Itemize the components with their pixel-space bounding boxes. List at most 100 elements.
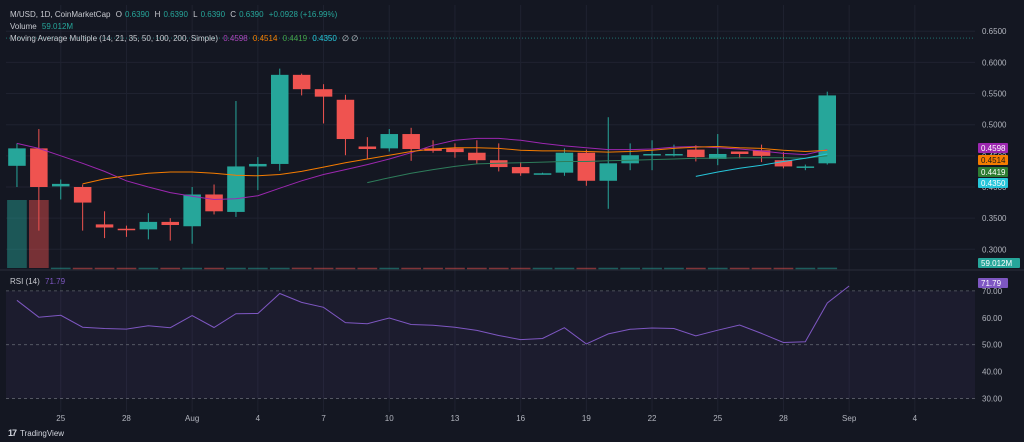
tradingview-logo[interactable]: 17 TradingView (8, 428, 64, 438)
rsi-label: RSI (14) (10, 277, 40, 286)
price-legend: M/USD, 1D, CoinMarketCap O 0.6390 H 0.6390… (10, 10, 338, 19)
candle-body (358, 146, 377, 149)
candle-body (249, 163, 267, 167)
brand-label: TradingView (20, 428, 65, 438)
volume-value-badge-text: 59.012M (981, 259, 1012, 268)
price-tick-label: 0.5500 (982, 90, 1007, 99)
volume-bar (466, 267, 487, 270)
candle-body (577, 152, 596, 181)
volume-bar (576, 267, 597, 270)
ma-line (16, 137, 828, 201)
ma-tail: ∅ ∅ (342, 34, 359, 43)
ma-value-badge-text: 0.4419 (981, 168, 1006, 177)
candle-body (314, 89, 333, 97)
volume-bar (642, 267, 662, 270)
candle-body (708, 153, 727, 159)
volume-bar (532, 267, 553, 270)
close-value: 0.6390 (239, 10, 264, 19)
volume-bar (598, 267, 619, 270)
rsi-value-badge-text: 71.79 (981, 279, 1002, 288)
candle-body (117, 228, 136, 231)
ma-line (367, 155, 828, 184)
volume-bar (269, 267, 290, 270)
volume-bar (28, 200, 49, 268)
volume-bar (226, 267, 246, 270)
ma14-value: 0.4598 (223, 34, 248, 43)
volume-bar (817, 267, 838, 270)
candle-body (533, 173, 552, 175)
volume-bar (773, 267, 794, 270)
candle-body (227, 166, 245, 212)
ma-value-badge (978, 155, 1008, 165)
volume-bar (620, 267, 641, 270)
candle-body (402, 134, 420, 149)
time-tick-label: Aug (185, 414, 199, 423)
candle-body (511, 167, 530, 174)
rsi-legend-value: 71.79 (45, 277, 66, 286)
candle-body (446, 148, 464, 153)
candle-body (205, 194, 223, 212)
time-tick-label: 22 (648, 414, 657, 423)
time-tick-label: 28 (779, 414, 788, 423)
volume-bar (182, 267, 203, 270)
candle-body (643, 153, 661, 156)
volume-bar (291, 267, 312, 270)
change-value: +0.0928 (+16.99%) (268, 10, 338, 19)
volume-bar (554, 267, 575, 270)
volume-bar (335, 267, 356, 270)
time-tick-label: 25 (713, 414, 722, 423)
volume-bar (401, 267, 422, 270)
ma50-value: 0.4350 (312, 34, 337, 43)
volume-bar (138, 267, 159, 270)
volume-value-badge (978, 258, 1020, 268)
volume-bar (379, 267, 400, 270)
time-tick-label: 19 (582, 414, 591, 423)
time-tick-label: 10 (385, 414, 394, 423)
volume-bar (7, 200, 27, 268)
rsi-tick-label: 60.00 (982, 314, 1003, 323)
candle-body (183, 194, 201, 227)
candle-body (139, 221, 158, 230)
ma-value-badge-text: 0.4350 (981, 179, 1006, 188)
volume-bar (445, 267, 465, 270)
candle-body (818, 95, 837, 164)
volume-bar (685, 267, 706, 270)
volume-legend: Volume 59.012M (10, 22, 76, 31)
volume-bar (510, 267, 531, 270)
candle-body (73, 187, 92, 203)
price-tick-label: 0.3500 (982, 214, 1007, 223)
ma-value-badge (978, 167, 1008, 177)
volume-bar (72, 267, 93, 270)
volume-bar (423, 267, 443, 270)
symbol-label: M/USD, 1D, CoinMarketCap (10, 10, 111, 19)
ma-value-badge (978, 143, 1008, 153)
candle-body (8, 148, 26, 166)
volume-bar (94, 267, 115, 270)
candle-body (51, 183, 70, 187)
rsi-band-fill (6, 290, 975, 399)
ma-value-badge-text: 0.4598 (981, 144, 1006, 153)
volume-bar (488, 267, 509, 270)
price-tick-label: 0.3000 (982, 245, 1007, 254)
ma-line (695, 153, 828, 177)
volume-bar (160, 267, 181, 270)
volume-value: 59.012M (41, 22, 74, 31)
ma-line (82, 145, 828, 185)
candle-body (796, 166, 815, 168)
candle-body (270, 74, 289, 164)
rsi-legend: RSI (14) 71.79 (10, 277, 68, 286)
high-value: 0.6390 (163, 10, 188, 19)
time-tick-label: 16 (516, 414, 525, 423)
candle-body (621, 155, 639, 164)
candle-body (380, 134, 399, 149)
time-tick-label: 13 (450, 414, 459, 423)
ma21-value: 0.4514 (252, 34, 278, 43)
rsi-tick-label: 40.00 (982, 368, 1003, 377)
price-tick-label: 0.5000 (982, 121, 1007, 130)
candle-body (730, 151, 749, 154)
rsi-value-badge (978, 278, 1008, 288)
volume-bar (729, 267, 750, 270)
candle-body (774, 160, 793, 167)
volume-bar (204, 267, 224, 270)
